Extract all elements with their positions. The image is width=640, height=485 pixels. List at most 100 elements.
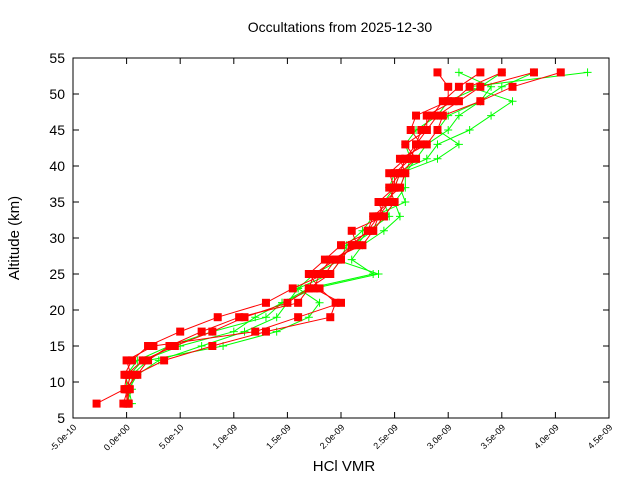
- data-point-square: [331, 298, 340, 307]
- data-point-square: [385, 198, 394, 206]
- data-point-square: [133, 370, 142, 379]
- data-point-square: [251, 327, 260, 336]
- data-point-square: [326, 270, 335, 278]
- data-point-plus: [272, 313, 281, 322]
- data-point-square: [369, 226, 378, 235]
- data-point-square: [144, 356, 153, 365]
- data-point-square: [320, 270, 329, 278]
- data-point-square: [374, 198, 383, 206]
- data-point-square: [476, 68, 485, 77]
- profile-line: [128, 71, 535, 404]
- data-point-square: [401, 154, 410, 163]
- x-tick-label: 4.0e-09: [532, 422, 561, 451]
- data-point-plus: [454, 140, 463, 149]
- data-point-square: [422, 126, 431, 134]
- data-point-square: [476, 82, 485, 91]
- data-point-plus: [240, 327, 249, 336]
- data-point-square: [412, 154, 421, 163]
- data-point-plus: [433, 154, 442, 163]
- data-point-square: [556, 68, 565, 77]
- data-point-square: [390, 198, 399, 206]
- x-tick-label: 2.0e-09: [318, 422, 347, 451]
- data-point-square: [369, 212, 378, 221]
- data-point-square: [235, 313, 244, 322]
- data-point-square: [240, 313, 249, 322]
- data-point-square: [197, 327, 206, 336]
- data-point-square: [465, 82, 474, 91]
- data-point-plus: [497, 82, 506, 91]
- data-point-square: [374, 212, 383, 221]
- data-point-square: [294, 298, 303, 307]
- data-point-square: [454, 97, 463, 106]
- data-point-square: [401, 140, 410, 149]
- data-point-square: [395, 183, 404, 192]
- data-point-square: [401, 169, 410, 178]
- data-point-square: [347, 226, 356, 235]
- data-point-square: [310, 284, 319, 293]
- x-tick-label: 3.5e-09: [479, 422, 508, 451]
- chart-title: Occultations from 2025-12-30: [248, 19, 433, 35]
- data-point-plus: [401, 198, 410, 206]
- y-tick-label: 40: [49, 158, 65, 174]
- data-point-plus: [487, 111, 496, 120]
- y-tick-label: 30: [49, 230, 65, 246]
- data-point-square: [444, 97, 453, 106]
- x-tick-label: 1.5e-09: [264, 422, 293, 451]
- data-point-square: [422, 111, 431, 120]
- data-point-square: [127, 356, 136, 365]
- data-point-square: [120, 370, 129, 379]
- data-point-square: [92, 399, 101, 408]
- data-point-square: [379, 198, 388, 206]
- data-point-plus: [251, 313, 260, 322]
- data-point-square: [438, 111, 447, 120]
- data-point-square: [261, 298, 270, 307]
- data-point-square: [310, 270, 319, 278]
- data-point-square: [122, 356, 131, 365]
- data-point-square: [261, 327, 270, 336]
- data-point-square: [208, 327, 217, 336]
- y-axis-label: Altitude (km): [6, 196, 23, 280]
- y-tick-label: 55: [49, 50, 65, 66]
- x-tick-label: 3.0e-09: [425, 422, 454, 451]
- data-point-square: [433, 126, 442, 134]
- y-tick-label: 25: [49, 266, 65, 282]
- data-point-square: [353, 241, 362, 250]
- data-point-plus: [583, 68, 592, 77]
- data-point-square: [283, 298, 292, 307]
- y-tick-label: 45: [49, 122, 65, 138]
- y-tick-label: 5: [57, 410, 65, 426]
- data-point-square: [320, 255, 329, 264]
- data-point-square: [412, 140, 421, 149]
- data-point-square: [406, 154, 415, 163]
- data-point-square: [326, 313, 335, 322]
- data-point-square: [144, 342, 153, 350]
- profile-line: [96, 71, 481, 405]
- x-tick-label: 2.5e-09: [371, 422, 400, 451]
- data-point-square: [124, 399, 133, 408]
- data-point-square: [454, 82, 463, 91]
- data-point-square: [508, 82, 517, 91]
- data-point-plus: [508, 97, 517, 106]
- data-point-square: [315, 270, 324, 278]
- data-point-square: [417, 140, 426, 149]
- data-point-square: [337, 255, 345, 264]
- data-point-square: [213, 313, 222, 322]
- y-tick-label: 50: [49, 86, 65, 102]
- profile-line: [123, 72, 449, 404]
- data-point-square: [390, 183, 399, 192]
- x-tick-label: 5.0e-10: [157, 422, 186, 451]
- data-point-square: [160, 356, 169, 365]
- data-point-square: [315, 284, 324, 293]
- x-tick-label: 1.0e-09: [211, 422, 240, 451]
- data-point-plus: [433, 140, 442, 149]
- data-point-square: [165, 342, 174, 350]
- data-point-square: [422, 140, 431, 149]
- data-point-square: [390, 169, 399, 178]
- data-point-square: [208, 342, 217, 350]
- data-point-plus: [197, 342, 206, 350]
- data-point-square: [294, 313, 303, 322]
- data-point-square: [428, 111, 437, 120]
- data-point-plus: [261, 313, 270, 322]
- data-point-plus: [347, 255, 356, 264]
